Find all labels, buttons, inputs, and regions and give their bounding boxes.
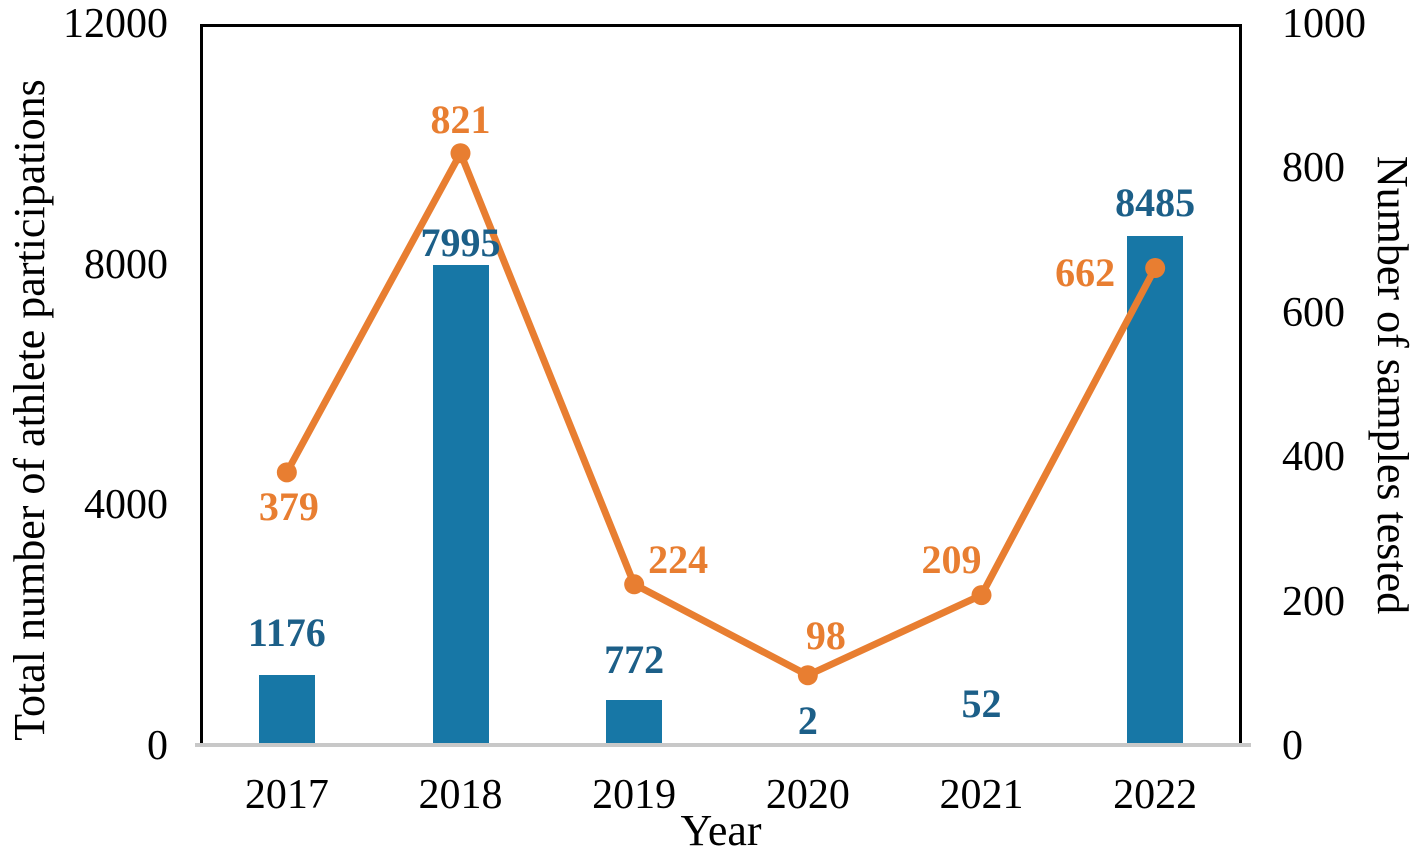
x-axis-tick-label: 2021	[939, 772, 1024, 818]
x-axis-tick-label: 2022	[1113, 772, 1198, 818]
left-axis-tick-label: 8000	[84, 241, 168, 288]
bar-value-label: 1176	[247, 610, 326, 656]
x-axis-tick-label: 2020	[765, 772, 850, 818]
right-axis-title: Number of samples tested	[1368, 155, 1417, 615]
right-axis-tick-label: 600	[1282, 289, 1345, 336]
bar-2018	[432, 264, 489, 746]
x-axis-tick-label: 2017	[244, 772, 329, 818]
bar-value-label: 52	[961, 680, 1002, 726]
left-axis-tick-label: 0	[147, 723, 168, 769]
bar-2022	[1127, 235, 1184, 746]
bar-2019	[606, 699, 663, 746]
bar-value-label: 7995	[420, 219, 501, 265]
bar-value-label: 8485	[1115, 180, 1196, 226]
right-axis-tick-label: 1000	[1282, 1, 1366, 47]
point-value-label: 379	[258, 484, 319, 530]
x-axis-tick-label: 2019	[592, 772, 677, 818]
right-axis-tick-label: 800	[1282, 145, 1345, 192]
right-axis-tick-label: 0	[1282, 723, 1303, 769]
point-value-label: 662	[1055, 250, 1116, 296]
right-axis-tick-label: 400	[1282, 434, 1345, 481]
bar-value-label: 772	[604, 636, 665, 682]
x-axis-line	[195, 743, 1251, 747]
left-axis-tick-label: 4000	[84, 482, 168, 529]
point-value-label: 821	[430, 97, 491, 143]
x-axis-tick-label: 2018	[418, 772, 503, 818]
bar-value-label: 2	[797, 697, 818, 743]
point-value-label: 98	[805, 613, 846, 659]
x-axis-title: Year	[680, 806, 762, 855]
left-axis-title: Total number of athlete participations	[5, 79, 54, 741]
point-value-label: 224	[648, 537, 709, 583]
point-value-label: 209	[921, 537, 982, 583]
bar-2017	[258, 675, 315, 746]
left-axis-tick-label: 12000	[63, 1, 168, 47]
right-axis-tick-label: 200	[1282, 578, 1345, 625]
